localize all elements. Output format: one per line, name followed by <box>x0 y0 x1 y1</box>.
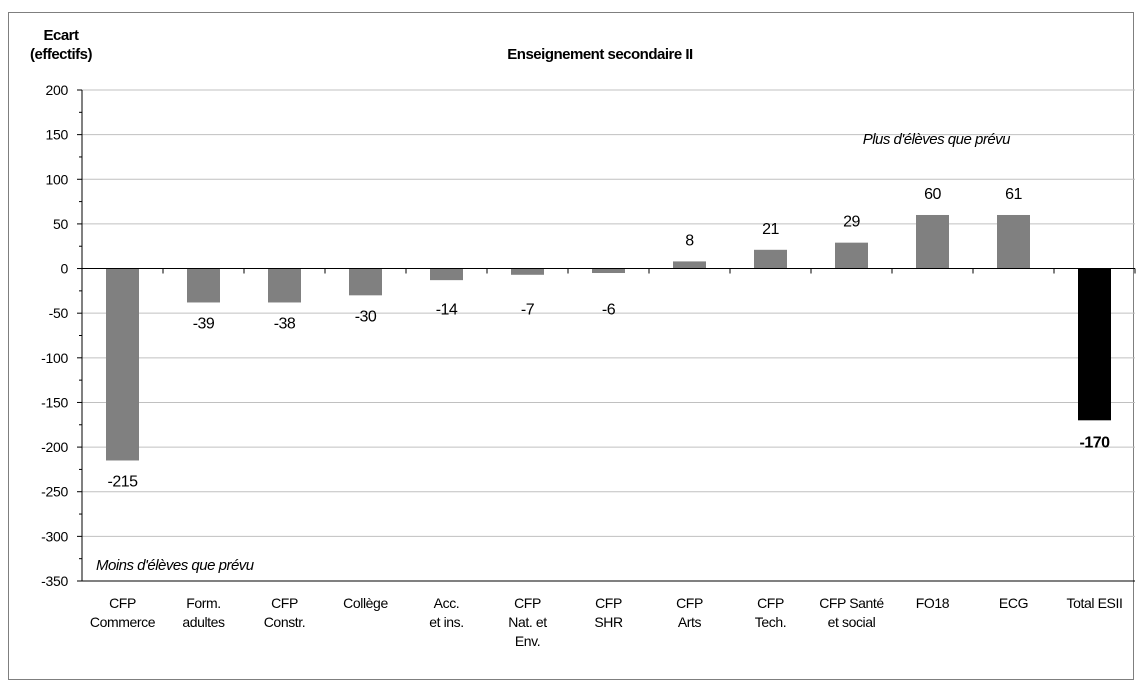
category-label: Env. <box>515 633 540 649</box>
bar <box>916 214 949 269</box>
category-label: Arts <box>678 614 702 630</box>
y-tick-label: 200 <box>46 82 69 98</box>
data-label: -7 <box>521 302 535 319</box>
category-label: Commerce <box>90 614 156 630</box>
bar <box>754 249 787 269</box>
bar <box>835 242 868 269</box>
category-label: CFP <box>514 595 541 611</box>
category-label: Tech. <box>755 614 786 630</box>
data-label: 21 <box>762 221 779 238</box>
category-label: CFP <box>271 595 298 611</box>
category-label: Constr. <box>264 614 306 630</box>
category-label: et social <box>828 614 876 630</box>
category-label: ECG <box>999 595 1028 611</box>
y-tick-label: -150 <box>41 394 68 410</box>
category-label: SHR <box>594 614 623 630</box>
data-label: 61 <box>1005 186 1022 203</box>
data-label: 8 <box>685 232 694 249</box>
y-tick-label: 150 <box>46 127 69 143</box>
y-tick-label: -50 <box>49 305 69 321</box>
data-label: -38 <box>274 315 296 332</box>
y-tick-label: -200 <box>41 439 68 455</box>
bar <box>187 268 220 303</box>
y-tick-label: -350 <box>41 573 68 589</box>
y-axis-label-line-2: (effectifs) <box>30 46 93 63</box>
bar <box>430 268 463 281</box>
category-label: CFP Santé <box>819 595 884 611</box>
chart-title: Enseignement secondaire II <box>507 46 693 63</box>
bar <box>349 268 382 296</box>
category-label: et ins. <box>429 614 464 630</box>
category-label: CFP <box>595 595 622 611</box>
bar <box>106 268 139 461</box>
y-axis-label: Ecart (effectifs) <box>30 26 93 64</box>
y-axis-label-line-1: Ecart <box>43 27 79 44</box>
y-tick-label: -300 <box>41 528 68 544</box>
y-tick-label: 0 <box>61 261 69 277</box>
data-label: -39 <box>193 315 215 332</box>
category-label: Total ESII <box>1067 595 1123 611</box>
category-label: Acc. <box>434 595 460 611</box>
annotation-fewer-students: Moins d'élèves que prévu <box>96 557 255 574</box>
data-label: -14 <box>436 302 458 319</box>
data-label: -30 <box>355 308 377 325</box>
y-tick-label: -100 <box>41 350 68 366</box>
category-label: CFP <box>676 595 703 611</box>
y-tick-label: 100 <box>46 171 69 187</box>
data-label: -170 <box>1079 434 1110 451</box>
category-label: Form. <box>186 595 221 611</box>
category-label: Nat. et <box>508 614 547 630</box>
y-tick-label: -250 <box>41 484 68 500</box>
category-label: FO18 <box>916 595 950 611</box>
bar-total <box>1078 268 1111 421</box>
data-label: 29 <box>843 214 860 231</box>
bar <box>592 268 625 274</box>
bar <box>997 214 1030 269</box>
category-label: CFP <box>109 595 136 611</box>
data-label: 60 <box>924 186 941 203</box>
category-label: adultes <box>182 614 225 630</box>
bar <box>511 268 544 275</box>
bar <box>673 261 706 269</box>
data-label: -6 <box>602 302 616 319</box>
y-tick-label: 50 <box>53 216 68 232</box>
data-label: -215 <box>107 473 138 490</box>
category-label: CFP <box>757 595 784 611</box>
category-label: Collège <box>343 595 388 611</box>
bar <box>268 268 301 303</box>
chart-frame <box>8 12 1134 680</box>
annotation-more-students: Plus d'élèves que prévu <box>863 131 1011 148</box>
